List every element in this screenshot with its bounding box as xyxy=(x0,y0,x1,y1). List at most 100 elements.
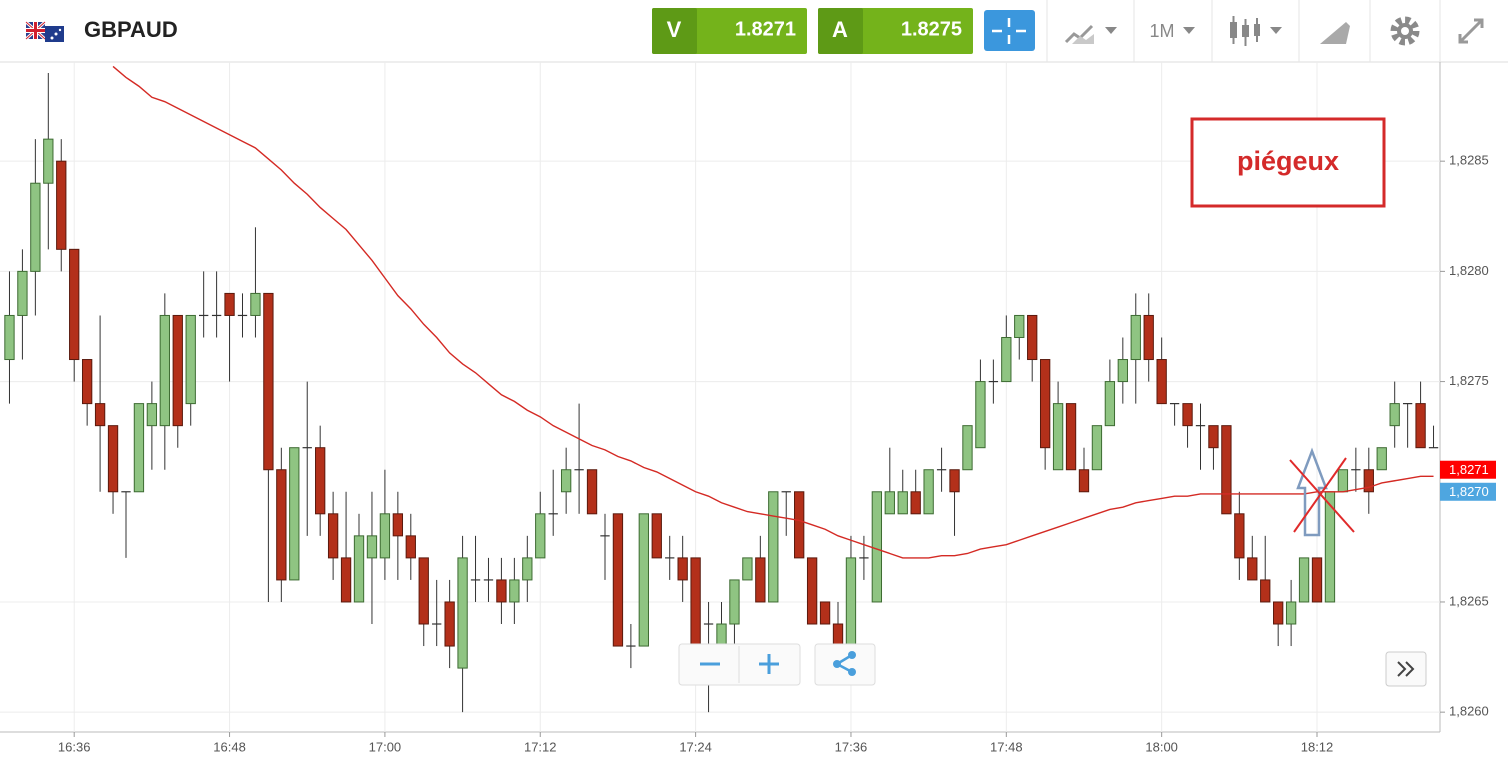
candle-body xyxy=(1363,469,1374,493)
candle-body xyxy=(81,359,93,405)
candle-body xyxy=(522,557,533,581)
candle-body xyxy=(755,557,766,603)
candle-body xyxy=(975,381,986,449)
x-tick-label: 17:48 xyxy=(990,739,1023,754)
candle-body xyxy=(535,513,546,559)
candle-body xyxy=(1104,381,1116,427)
candle-body xyxy=(742,557,753,581)
chart-type-button[interactable] xyxy=(1064,24,1117,44)
candle-body xyxy=(1415,403,1426,449)
candle-body xyxy=(1337,469,1349,493)
candle-body xyxy=(910,491,921,515)
candle-body xyxy=(263,292,274,471)
dropdown-caret xyxy=(1105,27,1117,34)
sell-label: V xyxy=(667,17,682,42)
candle-body xyxy=(185,314,196,405)
candle-body xyxy=(56,160,67,250)
price-marker xyxy=(1440,482,1496,501)
sell-price: 1.8271 xyxy=(735,18,796,40)
zoom-in-button[interactable] xyxy=(759,654,779,674)
candle-body xyxy=(289,447,300,581)
candle-body xyxy=(418,557,429,625)
x-tick-label: 18:12 xyxy=(1301,739,1334,754)
share-icon xyxy=(833,651,856,676)
y-tick-label: 1,8260 xyxy=(1449,704,1489,719)
candle-body xyxy=(4,314,15,361)
x-tick-label: 16:36 xyxy=(58,739,91,754)
settings-gear xyxy=(1390,16,1420,46)
candle-body xyxy=(677,557,688,581)
candle-body xyxy=(651,513,662,559)
candle-body xyxy=(366,535,378,559)
candle-body xyxy=(1298,557,1310,603)
buy-label: A xyxy=(832,17,848,42)
price-marker xyxy=(1440,460,1496,479)
candle-body xyxy=(923,469,934,515)
candle-body xyxy=(612,513,624,647)
candle-body xyxy=(949,469,960,493)
timeframe-button[interactable]: 1M xyxy=(1149,21,1195,41)
annotation-box xyxy=(1190,117,1386,208)
y-tick-label: 1,8265 xyxy=(1449,593,1489,608)
drawing-tool-button[interactable] xyxy=(1320,22,1350,44)
cross-line xyxy=(1289,459,1355,533)
candle-body xyxy=(17,270,28,316)
settings-button[interactable] xyxy=(1390,16,1420,46)
candle-body xyxy=(94,403,106,427)
fullscreen-icon xyxy=(1458,18,1484,44)
candle-body xyxy=(845,557,857,647)
candle-body xyxy=(819,601,831,625)
buy-button[interactable]: A 1.8275 xyxy=(818,8,973,54)
candle-body xyxy=(1247,557,1258,581)
buy-button-label-bg xyxy=(818,8,863,54)
sell-button[interactable]: V 1.8271 xyxy=(652,8,807,54)
annotation-text: piégeux xyxy=(1237,146,1339,176)
candle-body xyxy=(1065,403,1077,471)
candle-body xyxy=(1039,359,1051,449)
crosshair-button-bg[interactable] xyxy=(984,10,1035,51)
drawing-tool-icon xyxy=(1320,22,1350,44)
candle-body xyxy=(832,623,844,647)
candle-body xyxy=(729,579,740,625)
drawn-marks xyxy=(1289,447,1355,537)
dropdown-caret xyxy=(1270,27,1282,34)
y-tick-label: 1,8280 xyxy=(1449,263,1489,278)
buy-price: 1.8275 xyxy=(901,18,962,40)
share-button-bg[interactable] xyxy=(814,643,876,686)
moving-average-line xyxy=(112,65,1434,559)
candle-body xyxy=(315,447,326,515)
candle-body xyxy=(444,601,455,647)
candle-body xyxy=(1208,425,1219,449)
candle-body xyxy=(1182,403,1193,427)
candle-body xyxy=(69,248,80,361)
candle-body xyxy=(392,513,404,537)
header: GBPAUD V 1.8271 A 1.8275 1M xyxy=(0,0,1508,63)
fullscreen-button[interactable] xyxy=(1458,18,1484,44)
candle-body xyxy=(379,513,391,559)
candle-body xyxy=(340,557,352,603)
candle-type-button[interactable] xyxy=(1230,16,1282,46)
plot-area: 1,8260 1,8265 1,8275 1,8280 1,8285 16:36 16:48… xyxy=(0,62,1496,754)
candle-body xyxy=(1117,359,1128,383)
candle-body xyxy=(250,292,261,316)
candle-body xyxy=(586,469,598,515)
candle-body xyxy=(1078,469,1090,493)
scroll-icon xyxy=(1397,661,1415,677)
candle-body xyxy=(1221,425,1232,515)
y-tick-label: 1,8285 xyxy=(1449,153,1489,168)
crosshair-button[interactable] xyxy=(984,10,1035,51)
candle-body xyxy=(1143,314,1154,361)
candle-body xyxy=(690,557,701,647)
cross-line xyxy=(1293,457,1347,533)
candle-body xyxy=(560,469,572,493)
candle-body xyxy=(962,425,973,471)
candle-body xyxy=(1156,359,1167,405)
flag-icon xyxy=(24,20,64,42)
price-marker-label: 1,8271 xyxy=(1449,462,1489,477)
candle-body xyxy=(1389,403,1400,427)
candle-body xyxy=(806,557,818,625)
candle-body xyxy=(1014,314,1025,338)
candle-body xyxy=(768,491,779,603)
x-tick-label: 17:24 xyxy=(679,739,712,754)
candle-body xyxy=(1311,557,1323,603)
